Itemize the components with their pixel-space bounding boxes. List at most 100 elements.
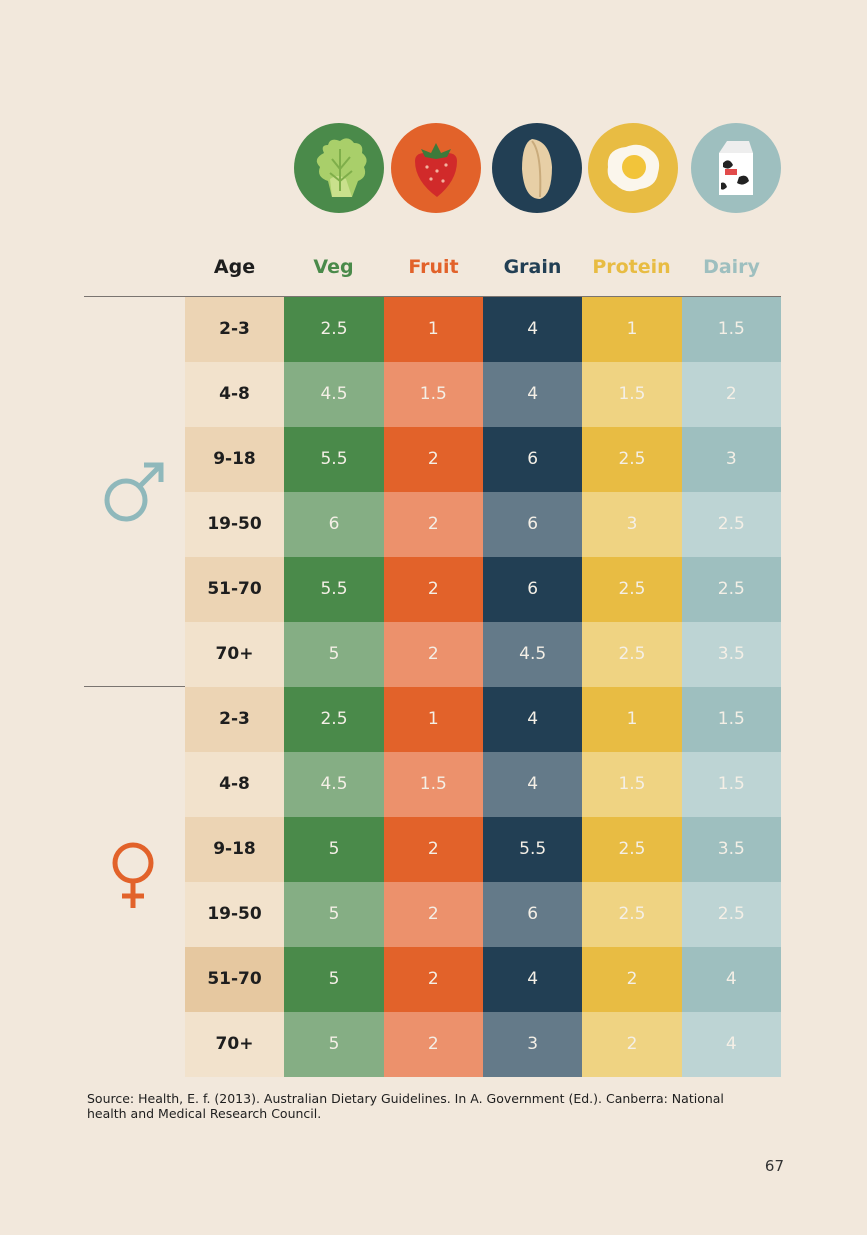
fruit-cell: 2: [383, 882, 483, 947]
age-cell: 9-18: [185, 817, 284, 882]
veg-cell: 5: [284, 947, 384, 1012]
fruit-cell: 2: [383, 947, 483, 1012]
header-dairy: Dairy: [703, 256, 760, 278]
grain-cell: 6: [482, 557, 583, 622]
female-row: 51-70 5 2 4 2 4: [185, 947, 781, 1012]
female-row: 9-18 5 2 5.5 2.5 3.5: [185, 817, 781, 882]
page-number: 67: [764, 1157, 784, 1175]
male-row: 51-70 5.5 2 6 2.5 2.5: [185, 557, 781, 622]
grain-cell: 6: [482, 427, 583, 492]
veg-cell: 6: [284, 492, 384, 557]
dairy-cell: 3.5: [681, 622, 781, 687]
protein-cell: 1: [582, 297, 682, 362]
bread-icon: [492, 123, 582, 213]
header-age: Age: [213, 256, 256, 278]
veg-cell: 5.5: [284, 427, 384, 492]
header-protein: Protein: [592, 256, 671, 278]
male-row: 9-18 5.5 2 6 2.5 3: [185, 427, 781, 492]
veg-cell: 4.5: [284, 752, 384, 817]
source-citation: Source: Health, E. f. (2013). Australian…: [87, 1091, 724, 1121]
female-row: 2-3 2.5 1 4 1 1.5: [185, 687, 781, 752]
fruit-cell: 2: [383, 622, 483, 687]
grain-cell: 6: [482, 492, 583, 557]
fruit-cell: 2: [383, 557, 483, 622]
dairy-cell: 2.5: [681, 882, 781, 947]
grain-cell: 4.5: [482, 622, 583, 687]
protein-cell: 1.5: [582, 362, 682, 427]
dairy-cell: 2: [681, 362, 781, 427]
grain-cell: 4: [482, 947, 583, 1012]
food-group-icons: [294, 123, 781, 213]
grain-cell: 5.5: [482, 817, 583, 882]
female-row: 70+ 5 2 3 2 4: [185, 1012, 781, 1077]
protein-cell: 1: [582, 687, 682, 752]
age-cell: 2-3: [185, 687, 284, 752]
fruit-cell: 2: [383, 427, 483, 492]
age-cell: 4-8: [185, 362, 284, 427]
protein-cell: 2.5: [582, 557, 682, 622]
protein-cell: 2.5: [582, 817, 682, 882]
veg-cell: 5: [284, 1012, 384, 1077]
grain-cell: 4: [482, 752, 583, 817]
dairy-cell: 1.5: [681, 687, 781, 752]
dairy-cell: 1.5: [681, 752, 781, 817]
fruit-cell: 1: [383, 297, 483, 362]
dairy-cell: 4: [681, 947, 781, 1012]
fruit-cell: 2: [383, 1012, 483, 1077]
age-cell: 51-70: [185, 947, 284, 1012]
veg-cell: 2.5: [284, 297, 384, 362]
male-row: 19-50 6 2 6 3 2.5: [185, 492, 781, 557]
fried-egg-icon: [588, 123, 678, 213]
age-cell: 70+: [185, 622, 284, 687]
fruit-cell: 2: [383, 492, 483, 557]
veg-cell: 4.5: [284, 362, 384, 427]
male-symbol-icon: [104, 462, 164, 522]
grain-cell: 4: [482, 297, 583, 362]
veg-cell: 5: [284, 882, 384, 947]
grain-cell: 3: [482, 1012, 583, 1077]
grain-cell: 6: [482, 882, 583, 947]
age-cell: 70+: [185, 1012, 284, 1077]
veg-cell: 5.5: [284, 557, 384, 622]
dairy-cell: 2.5: [681, 492, 781, 557]
fruit-cell: 1: [383, 687, 483, 752]
age-cell: 2-3: [185, 297, 284, 362]
strawberry-icon: [391, 123, 481, 213]
female-row: 4-8 4.5 1.5 4 1.5 1.5: [185, 752, 781, 817]
protein-cell: 1.5: [582, 752, 682, 817]
protein-cell: 2.5: [582, 622, 682, 687]
header-grain: Grain: [503, 256, 562, 278]
male-row: 70+ 5 2 4.5 2.5 3.5: [185, 622, 781, 687]
milk-carton-icon: [691, 123, 781, 213]
age-cell: 19-50: [185, 882, 284, 947]
fruit-cell: 1.5: [383, 752, 483, 817]
protein-cell: 2.5: [582, 427, 682, 492]
fruit-cell: 2: [383, 817, 483, 882]
grain-cell: 4: [482, 362, 583, 427]
protein-cell: 2: [582, 1012, 682, 1077]
protein-cell: 3: [582, 492, 682, 557]
male-row: 4-8 4.5 1.5 4 1.5 2: [185, 362, 781, 427]
female-row: 19-50 5 2 6 2.5 2.5: [185, 882, 781, 947]
header-fruit: Fruit: [408, 256, 459, 278]
grain-cell: 4: [482, 687, 583, 752]
protein-cell: 2: [582, 947, 682, 1012]
dairy-cell: 3: [681, 427, 781, 492]
age-cell: 4-8: [185, 752, 284, 817]
dairy-cell: 3.5: [681, 817, 781, 882]
protein-cell: 2.5: [582, 882, 682, 947]
veg-cell: 5: [284, 622, 384, 687]
divider-top: [84, 296, 781, 297]
age-cell: 19-50: [185, 492, 284, 557]
female-symbol-icon: [112, 842, 154, 908]
fruit-cell: 1.5: [383, 362, 483, 427]
dairy-cell: 1.5: [681, 297, 781, 362]
age-cell: 51-70: [185, 557, 284, 622]
header-veg: Veg: [313, 256, 354, 278]
dairy-cell: 4: [681, 1012, 781, 1077]
dairy-cell: 2.5: [681, 557, 781, 622]
veg-cell: 2.5: [284, 687, 384, 752]
veg-cell: 5: [284, 817, 384, 882]
male-row: 2-3 2.5 1 4 1 1.5: [185, 297, 781, 362]
lettuce-icon: [294, 123, 384, 213]
